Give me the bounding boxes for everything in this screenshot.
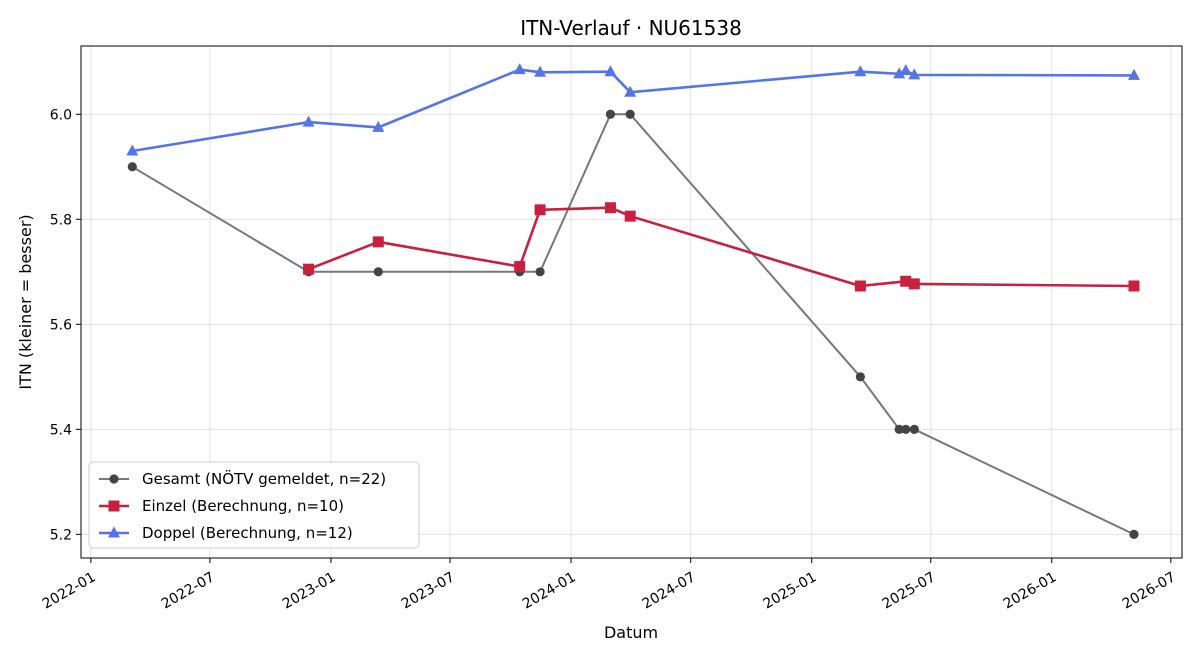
data-point bbox=[1129, 529, 1139, 539]
data-point bbox=[900, 275, 912, 287]
data-point bbox=[1128, 280, 1140, 292]
legend-box bbox=[88, 461, 420, 549]
data-point bbox=[854, 280, 866, 292]
data-point bbox=[908, 278, 920, 290]
data-point bbox=[303, 263, 315, 275]
legend-label: Doppel (Berechnung, n=12) bbox=[142, 524, 353, 542]
data-point bbox=[604, 202, 616, 214]
plot-frame bbox=[80, 45, 1183, 559]
data-point bbox=[372, 120, 385, 132]
data-point bbox=[513, 63, 526, 75]
x-tick-label: 2023-07 bbox=[399, 569, 458, 612]
legend-label: Einzel (Berechnung, n=10) bbox=[142, 497, 344, 515]
data-point bbox=[893, 67, 906, 79]
x-tick-label: 2026-01 bbox=[1001, 569, 1060, 612]
y-tick-label: 5.6 bbox=[50, 317, 72, 333]
series-triangle bbox=[126, 63, 1140, 156]
chart-title: ITN-Verlauf · NU61538 bbox=[520, 16, 742, 40]
data-point bbox=[126, 144, 139, 156]
y-tick-label: 5.4 bbox=[50, 422, 72, 438]
legend-swatch-marker bbox=[109, 474, 119, 484]
data-point bbox=[373, 267, 383, 277]
legend-label: Gesamt (NÖTV gemeldet, n=22) bbox=[142, 469, 386, 488]
data-point bbox=[302, 115, 315, 127]
legend-swatch-marker bbox=[108, 500, 120, 512]
y-tick-label: 5.2 bbox=[50, 527, 72, 543]
data-point bbox=[514, 261, 526, 273]
series-layer bbox=[126, 63, 1140, 539]
data-point bbox=[534, 204, 546, 216]
legend: Gesamt (NÖTV gemeldet, n=22) Einzel (Bere… bbox=[88, 461, 420, 549]
x-tick-label: 2022-01 bbox=[40, 569, 99, 612]
data-point bbox=[1127, 68, 1140, 80]
data-point bbox=[535, 267, 545, 277]
data-point bbox=[901, 424, 911, 434]
y-axis-title: ITN (kleiner = besser) bbox=[16, 214, 35, 389]
x-tick-label: 2026-07 bbox=[1120, 569, 1179, 612]
x-axis-title: Datum bbox=[604, 623, 658, 642]
series-line bbox=[132, 68, 1135, 153]
data-point bbox=[625, 109, 635, 119]
data-point bbox=[855, 372, 865, 382]
x-tick-label: 2025-07 bbox=[880, 569, 939, 612]
data-point bbox=[127, 162, 137, 172]
series-square bbox=[303, 202, 1140, 292]
legend-entry: Einzel (Berechnung, n=10) bbox=[99, 497, 344, 515]
data-point bbox=[854, 65, 867, 77]
data-point bbox=[899, 64, 912, 76]
y-tick-label: 6.0 bbox=[50, 107, 72, 123]
data-point bbox=[624, 85, 637, 97]
data-point bbox=[604, 65, 617, 77]
data-point bbox=[605, 109, 616, 119]
x-tick-label: 2022-07 bbox=[159, 569, 218, 612]
data-point bbox=[908, 68, 921, 80]
data-point bbox=[372, 236, 384, 248]
data-point bbox=[909, 424, 919, 434]
data-point bbox=[624, 210, 636, 222]
legend-swatch-marker bbox=[108, 526, 120, 538]
x-tick-label: 2023-01 bbox=[280, 569, 339, 612]
x-tick-label: 2025-01 bbox=[761, 569, 820, 612]
legend-entry: Doppel (Berechnung, n=12) bbox=[99, 524, 353, 542]
data-point bbox=[894, 424, 904, 434]
data-point bbox=[534, 65, 547, 77]
legend-entry: Gesamt (NÖTV gemeldet, n=22) bbox=[99, 469, 386, 488]
y-tick-label: 5.8 bbox=[50, 212, 72, 228]
x-tick-label: 2024-07 bbox=[640, 569, 699, 612]
x-tick-label: 2024-01 bbox=[520, 569, 579, 612]
